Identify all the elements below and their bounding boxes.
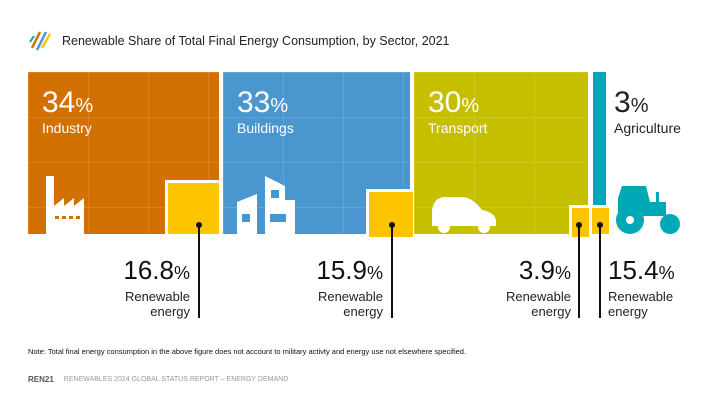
industry-share: 34% [42,86,94,119]
industry-renewable-label: Renewable energy [124,289,190,319]
agriculture-pointer [597,222,603,228]
industry-renewable-block [165,180,219,234]
agriculture-renewable-label: Renewable energy [608,289,674,319]
footer-text: RENEWABLES 2024 GLOBAL STATUS REPORT – E… [63,376,289,383]
agriculture-block [593,72,606,205]
buildings-share: 33% [237,86,289,119]
buildings-leader-line [391,226,393,318]
agriculture-share: 3% [614,86,649,119]
footer-logo: REN21 [28,375,54,384]
transport-label: Transport [428,120,488,136]
tractor-icon [616,186,680,234]
buildings-renewable-label: Renewable energy [317,289,383,319]
buildings-renewable-block [366,189,413,237]
transport-block: 30% Transport [414,72,589,237]
buildings-block: 33% Buildings [223,72,413,237]
transport-pointer [576,222,582,228]
transport-renewable-block [569,205,589,237]
chart-title: Renewable Share of Total Final Energy Co… [62,34,450,48]
industry-leader-line [198,226,200,318]
buildings-pointer [389,222,395,228]
buildings-icon [237,176,295,234]
agriculture-renewable-block [589,205,609,234]
transport-renewable-label: Renewable energy [505,289,571,319]
industry-pointer [196,222,202,228]
agriculture-renewable-value: 15.4% [608,255,675,285]
industry-label: Industry [42,120,92,136]
transport-renewable-value: 3.9% [518,255,571,285]
transport-leader-line [578,226,580,318]
industry-block: 34% Industry [28,72,219,234]
car-icon [432,197,496,233]
buildings-label: Buildings [237,120,294,136]
footer: REN21 RENEWABLES 2024 GLOBAL STATUS REPO… [28,375,288,384]
agriculture-label: Agriculture [614,120,681,136]
buildings-renewable-value: 15.9% [316,255,383,285]
footnote: Note: Total final energy consumption in … [28,347,467,356]
agriculture-leader-line [599,226,601,318]
industry-renewable-value: 16.8% [123,255,190,285]
transport-share: 30% [428,86,480,119]
factory-icon [46,176,84,234]
ren21-logo-icon [29,31,52,51]
